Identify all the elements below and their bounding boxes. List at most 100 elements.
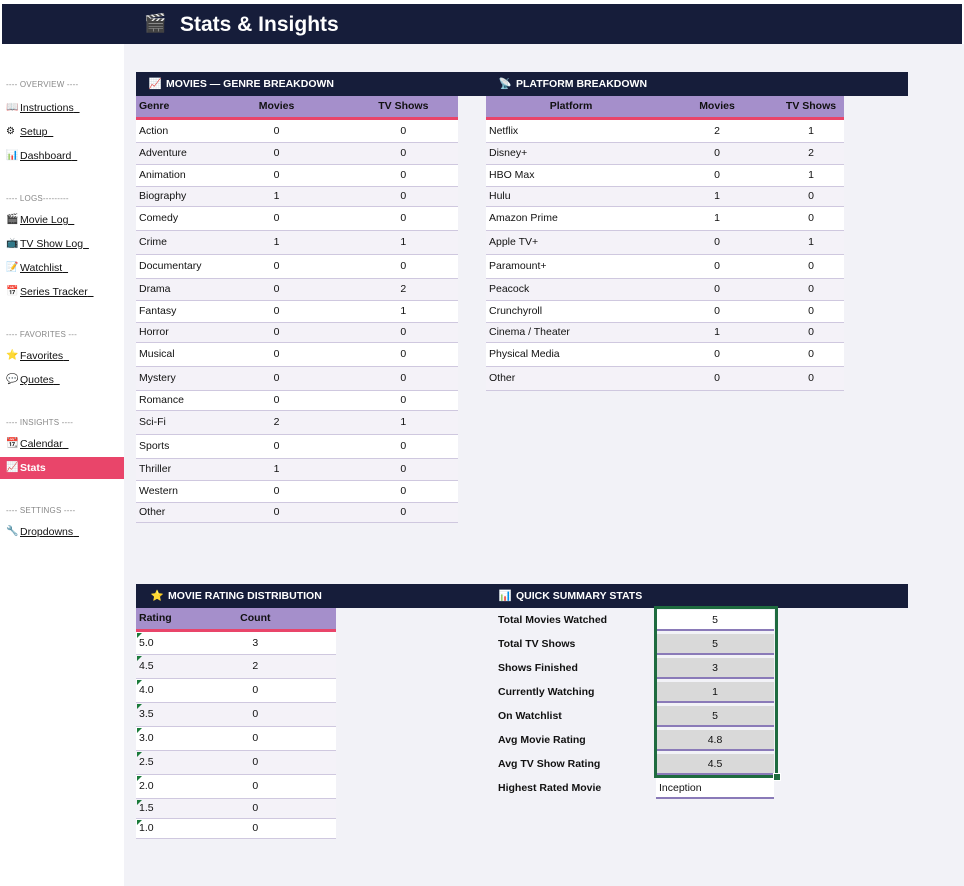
tv-shows-count-cell[interactable]: 1 [348, 300, 458, 323]
rating-cell[interactable]: 2.0 [136, 774, 175, 799]
tv-shows-count-cell[interactable]: 0 [348, 390, 458, 411]
platform-cell[interactable]: HBO Max [486, 164, 656, 187]
movies-count-cell[interactable]: 1 [656, 186, 778, 207]
movies-count-cell[interactable]: 0 [204, 300, 349, 323]
movies-count-cell[interactable]: 0 [204, 278, 349, 301]
platform-cell[interactable]: Physical Media [486, 342, 656, 367]
genre-cell[interactable]: Mystery [136, 366, 205, 391]
rating-cell[interactable]: 1.0 [136, 818, 175, 839]
col-header-tv-shows[interactable]: TV Shows [348, 96, 458, 120]
col-header-movies[interactable]: Movies [656, 96, 778, 120]
genre-cell[interactable]: Animation [136, 164, 205, 187]
movies-count-cell[interactable]: 0 [656, 342, 778, 367]
count-cell[interactable]: 0 [174, 702, 336, 727]
col-header-tv-shows[interactable]: TV Shows [778, 96, 844, 120]
movies-count-cell[interactable]: 1 [204, 230, 349, 255]
rating-cell[interactable]: 5.0 [136, 630, 175, 655]
movies-count-cell[interactable]: 0 [204, 342, 349, 367]
movies-count-cell[interactable]: 1 [656, 206, 778, 231]
platform-cell[interactable]: Hulu [486, 186, 656, 207]
movies-count-cell[interactable]: 0 [656, 164, 778, 187]
tv-shows-count-cell[interactable]: 1 [348, 230, 458, 255]
tv-shows-count-cell[interactable]: 0 [778, 206, 844, 231]
tv-shows-count-cell[interactable]: 0 [348, 186, 458, 207]
count-cell[interactable]: 0 [174, 750, 336, 775]
count-cell[interactable]: 0 [174, 678, 336, 703]
rating-cell[interactable]: 4.5 [136, 654, 175, 679]
tv-shows-count-cell[interactable]: 0 [348, 366, 458, 391]
rating-cell[interactable]: 4.0 [136, 678, 175, 703]
tv-shows-count-cell[interactable]: 0 [348, 322, 458, 343]
platform-cell[interactable]: Cinema / Theater [486, 322, 656, 343]
tv-shows-count-cell[interactable]: 0 [348, 118, 458, 143]
genre-cell[interactable]: Horror [136, 322, 205, 343]
genre-cell[interactable]: Thriller [136, 458, 205, 481]
genre-cell[interactable]: Sci-Fi [136, 410, 205, 435]
tv-shows-count-cell[interactable]: 1 [778, 118, 844, 143]
sidebar-item-watchlist[interactable]: 📝 Watchlist [0, 257, 124, 279]
rating-cell[interactable]: 1.5 [136, 798, 175, 819]
summary-value-cell[interactable]: 5 [656, 706, 774, 727]
movies-count-cell[interactable]: 0 [204, 480, 349, 503]
rating-cell[interactable]: 3.0 [136, 726, 175, 751]
tv-shows-count-cell[interactable]: 0 [778, 322, 844, 343]
tv-shows-count-cell[interactable]: 0 [778, 278, 844, 301]
movies-count-cell[interactable]: 0 [204, 164, 349, 187]
platform-cell[interactable]: Paramount+ [486, 254, 656, 279]
tv-shows-count-cell[interactable]: 1 [778, 164, 844, 187]
genre-cell[interactable]: Musical [136, 342, 205, 367]
platform-cell[interactable]: Disney+ [486, 142, 656, 165]
tv-shows-count-cell[interactable]: 0 [778, 186, 844, 207]
tv-shows-count-cell[interactable]: 0 [348, 142, 458, 165]
tv-shows-count-cell[interactable]: 0 [348, 164, 458, 187]
tv-shows-count-cell[interactable]: 0 [778, 342, 844, 367]
col-header-count[interactable]: Count [174, 608, 336, 632]
count-cell[interactable]: 3 [174, 630, 336, 655]
col-header-rating[interactable]: Rating [136, 608, 175, 632]
sidebar-item-dropdowns[interactable]: 🔧 Dropdowns [0, 521, 124, 543]
rating-cell[interactable]: 2.5 [136, 750, 175, 775]
movies-count-cell[interactable]: 0 [204, 434, 349, 459]
movies-count-cell[interactable]: 1 [204, 458, 349, 481]
col-header-movies[interactable]: Movies [204, 96, 349, 120]
count-cell[interactable]: 0 [174, 726, 336, 751]
genre-cell[interactable]: Western [136, 480, 205, 503]
genre-cell[interactable]: Romance [136, 390, 205, 411]
rating-cell[interactable]: 3.5 [136, 702, 175, 727]
movies-count-cell[interactable]: 1 [204, 186, 349, 207]
summary-value-cell[interactable]: Inception [656, 778, 774, 799]
movies-count-cell[interactable]: 0 [656, 254, 778, 279]
movies-count-cell[interactable]: 0 [656, 230, 778, 255]
summary-value-cell[interactable]: 4.5 [656, 754, 774, 775]
genre-cell[interactable]: Adventure [136, 142, 205, 165]
summary-value-cell[interactable]: 1 [656, 682, 774, 703]
movies-count-cell[interactable]: 0 [204, 366, 349, 391]
tv-shows-count-cell[interactable]: 0 [348, 458, 458, 481]
tv-shows-count-cell[interactable]: 0 [778, 366, 844, 391]
platform-cell[interactable]: Peacock [486, 278, 656, 301]
summary-value-cell[interactable]: 4.8 [656, 730, 774, 751]
tv-shows-count-cell[interactable]: 1 [778, 230, 844, 255]
tv-shows-count-cell[interactable]: 0 [348, 254, 458, 279]
tv-shows-count-cell[interactable]: 0 [348, 434, 458, 459]
genre-cell[interactable]: Biography [136, 186, 205, 207]
genre-cell[interactable]: Other [136, 502, 205, 523]
sidebar-item-quotes[interactable]: 💬 Quotes [0, 369, 124, 391]
count-cell[interactable]: 0 [174, 818, 336, 839]
tv-shows-count-cell[interactable]: 1 [348, 410, 458, 435]
tv-shows-count-cell[interactable]: 0 [348, 480, 458, 503]
sidebar-item-series-tracker[interactable]: 📅 Series Tracker [0, 281, 124, 303]
platform-cell[interactable]: Crunchyroll [486, 300, 656, 323]
genre-cell[interactable]: Documentary [136, 254, 205, 279]
summary-value-cell[interactable]: 3 [656, 658, 774, 679]
platform-cell[interactable]: Amazon Prime [486, 206, 656, 231]
count-cell[interactable]: 0 [174, 798, 336, 819]
movies-count-cell[interactable]: 0 [204, 254, 349, 279]
sidebar-item-calendar[interactable]: 📆 Calendar [0, 433, 124, 455]
col-header-platform[interactable]: Platform [486, 96, 656, 120]
count-cell[interactable]: 0 [174, 774, 336, 799]
movies-count-cell[interactable]: 0 [656, 366, 778, 391]
tv-shows-count-cell[interactable]: 0 [348, 342, 458, 367]
sidebar-item-instructions[interactable]: 📖 Instructions [0, 97, 124, 119]
genre-cell[interactable]: Sports [136, 434, 205, 459]
